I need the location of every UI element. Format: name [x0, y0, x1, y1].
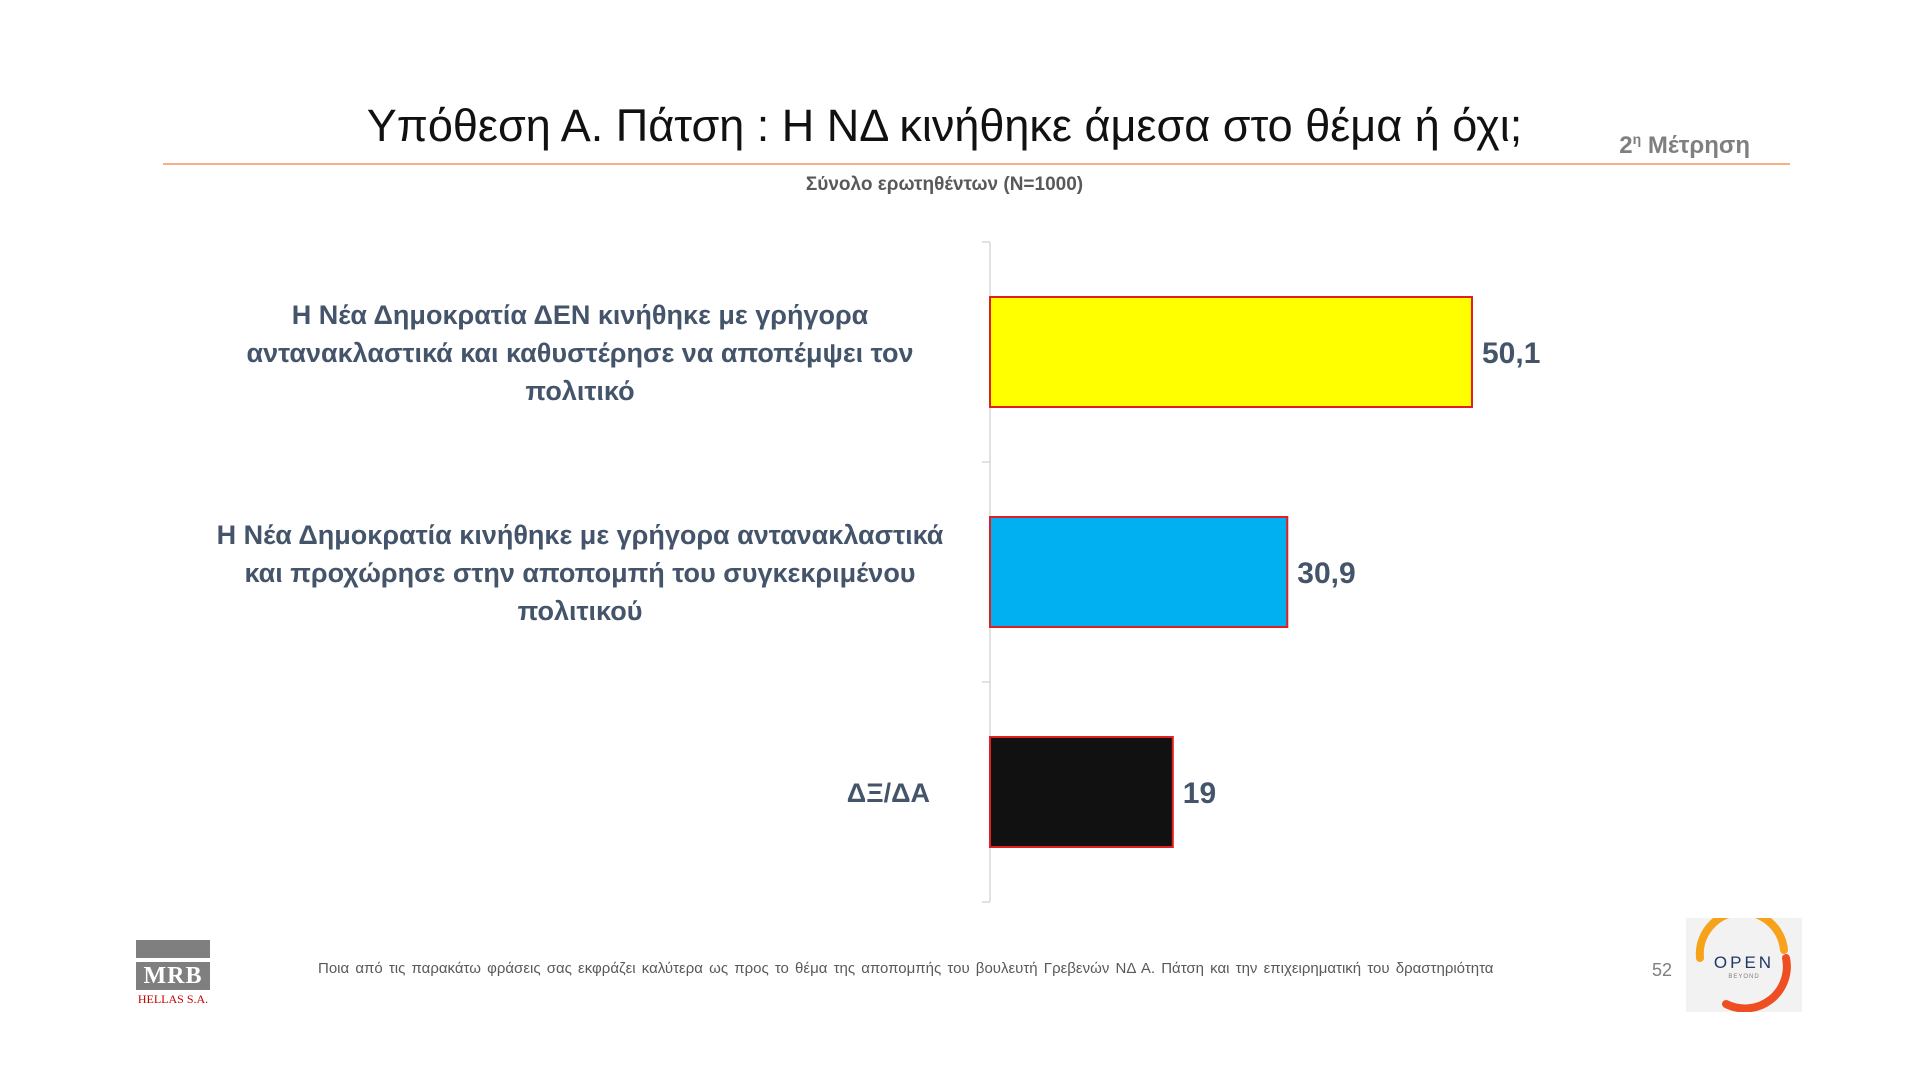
category-label-line: ΔΞ/ΔΑ: [847, 778, 930, 808]
bar-1: [989, 296, 1473, 408]
category-label-3: ΔΞ/ΔΑ: [847, 778, 930, 808]
value-label-2: 30,9: [1297, 557, 1355, 590]
category-label-line: αντανακλαστικά και καθυστέρησε να αποπέμ…: [247, 338, 914, 368]
mrb-logo: MRB HELLAS S.A.: [136, 940, 210, 1007]
measurement-sup: η: [1632, 131, 1642, 147]
measurement-number: 2: [1619, 132, 1633, 159]
open-logo-arc-bottom: [1722, 954, 1791, 1013]
open-logo-text: OPEN: [1714, 953, 1774, 972]
category-label-line: πολιτικού: [518, 596, 643, 626]
measurement-word: Μέτρηση: [1647, 132, 1750, 159]
category-label-line: Η Νέα Δημοκρατία κινήθηκε με γρήγορα αντ…: [217, 520, 944, 550]
survey-question: Ποια από τις παρακάτω φράσεις σας εκφράζ…: [318, 960, 1494, 977]
mrb-logo-text: MRB: [136, 962, 210, 990]
chart-subtitle: Σύνολο ερωτηθέντων (N=1000): [805, 174, 1084, 195]
category-label-line: και προχώρησε στην αποπομπή του συγκεκρι…: [244, 558, 915, 588]
category-label-line: Η Νέα Δημοκρατία ΔΕΝ κινήθηκε με γρήγορα: [292, 300, 869, 330]
bar-3: [989, 736, 1174, 848]
category-label-line: πολιτικό: [525, 376, 634, 406]
open-logo-arc-top: [1695, 907, 1788, 962]
mrb-logo-bar: [136, 940, 210, 958]
mrb-logo-subtext: HELLAS S.A.: [137, 992, 209, 1006]
value-label-1: 50,1: [1482, 337, 1540, 370]
measurement-label: 2η Μέτρηση: [1619, 131, 1750, 160]
title-divider: [163, 163, 1790, 165]
page-number: 52: [1652, 960, 1673, 980]
open-logo-subtext: BEYOND: [1728, 974, 1759, 980]
chart-title: Υπόθεση Α. Πάτση : Η ΝΔ κινήθηκε άμεσα σ…: [366, 100, 1523, 151]
open-beyond-logo: OPEN BEYOND: [1686, 907, 1802, 1013]
category-label-2: Η Νέα Δημοκρατία κινήθηκε με γρήγορα αντ…: [217, 520, 944, 626]
category-label-1: Η Νέα Δημοκρατία ΔΕΝ κινήθηκε με γρήγορα…: [247, 300, 914, 406]
value-label-3: 19: [1183, 777, 1216, 810]
bar-2: [989, 516, 1289, 628]
